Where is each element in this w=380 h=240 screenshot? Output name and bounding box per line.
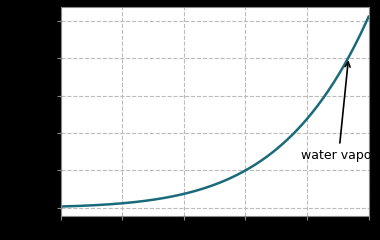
Text: water vapor: water vapor	[301, 62, 376, 162]
